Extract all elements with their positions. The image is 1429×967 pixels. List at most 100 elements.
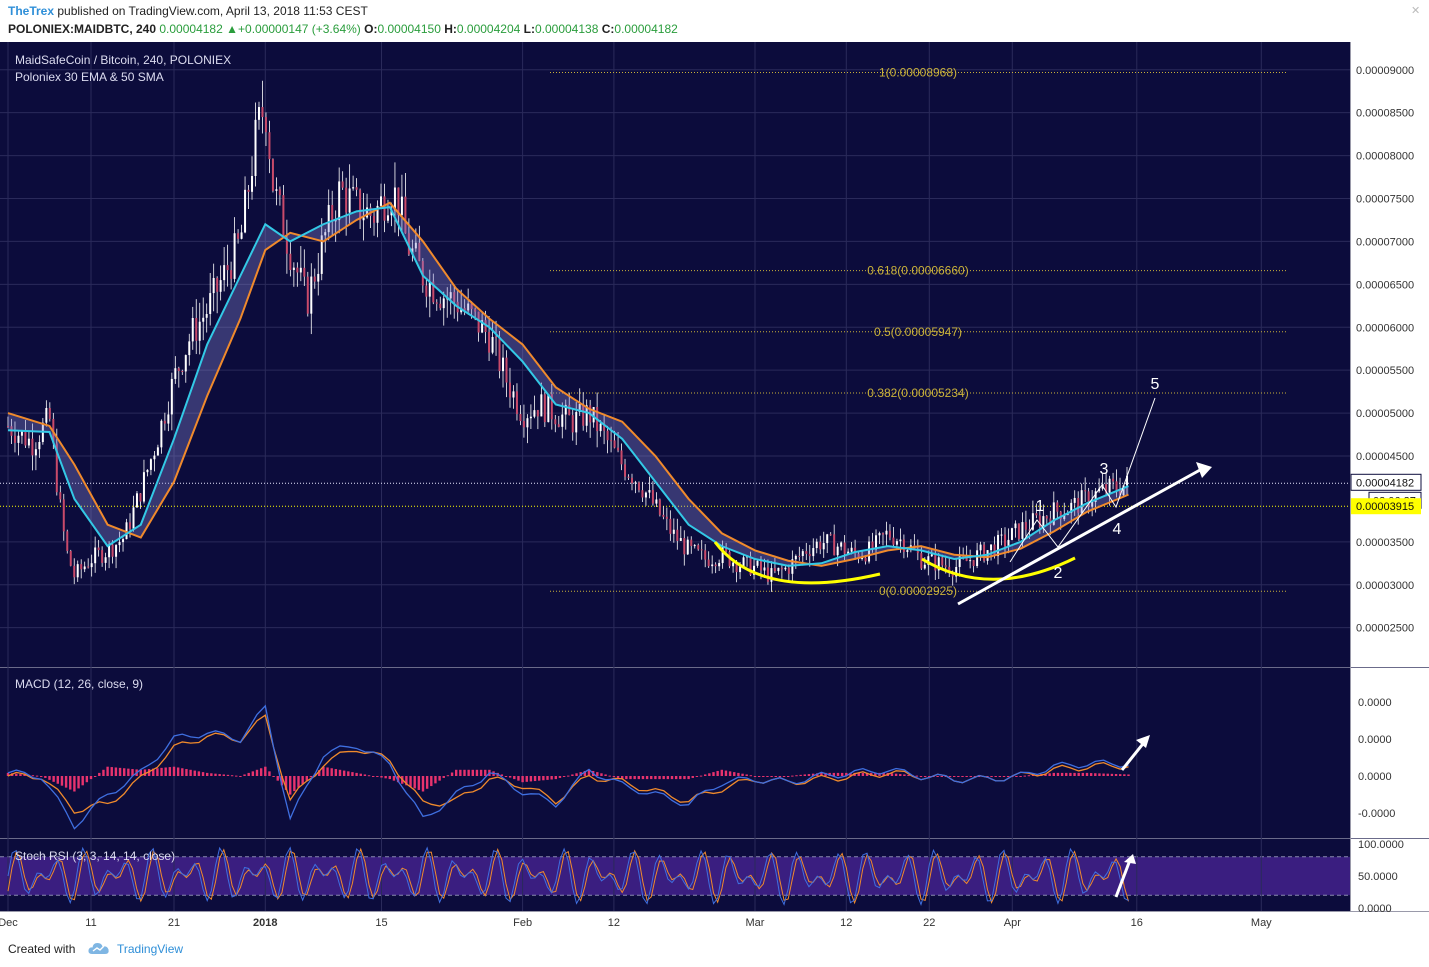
- candle-body[interactable]: [432, 281, 435, 303]
- candle-body[interactable]: [495, 336, 498, 338]
- candle-body[interactable]: [66, 531, 69, 551]
- candle-body[interactable]: [139, 493, 142, 502]
- candle-body[interactable]: [38, 441, 41, 450]
- candle-body[interactable]: [212, 277, 215, 294]
- stoch-k-line[interactable]: [7, 846, 1129, 906]
- candle-body[interactable]: [718, 563, 721, 567]
- candle-body[interactable]: [362, 217, 365, 221]
- candle-body[interactable]: [955, 566, 958, 577]
- candle-body[interactable]: [202, 317, 205, 322]
- candle-body[interactable]: [181, 370, 184, 372]
- candle-body[interactable]: [805, 551, 808, 554]
- stoch-series[interactable]: [7, 846, 1129, 906]
- trend-arrow-line[interactable]: [957, 468, 1201, 606]
- candle-body[interactable]: [871, 541, 874, 550]
- candle-body[interactable]: [331, 204, 334, 222]
- candle-body[interactable]: [958, 556, 961, 567]
- candle-body[interactable]: [895, 541, 898, 545]
- candle-body[interactable]: [951, 573, 954, 577]
- candle-body[interactable]: [658, 499, 661, 515]
- candle-body[interactable]: [679, 538, 682, 541]
- candle-body[interactable]: [850, 547, 853, 552]
- candle-body[interactable]: [1105, 484, 1108, 493]
- candle-body[interactable]: [1094, 491, 1097, 503]
- candle-body[interactable]: [376, 205, 379, 223]
- candle-body[interactable]: [669, 518, 672, 534]
- candle-body[interactable]: [393, 187, 396, 211]
- candle-body[interactable]: [470, 303, 473, 310]
- candle-body[interactable]: [620, 450, 623, 465]
- candle-body[interactable]: [209, 293, 212, 314]
- candle-body[interactable]: [34, 449, 37, 456]
- candle-body[interactable]: [7, 425, 9, 427]
- candle-body[interactable]: [624, 464, 627, 477]
- candle-body[interactable]: [355, 187, 358, 190]
- candle-body[interactable]: [526, 418, 529, 428]
- candle-body[interactable]: [324, 232, 327, 236]
- candle-body[interactable]: [1059, 511, 1062, 520]
- candle-body[interactable]: [407, 233, 410, 255]
- candle-body[interactable]: [732, 562, 735, 567]
- candle-body[interactable]: [167, 414, 170, 424]
- candle-body[interactable]: [223, 265, 226, 281]
- macd-line[interactable]: [7, 704, 1129, 830]
- candle-body[interactable]: [990, 544, 993, 551]
- candle-body[interactable]: [676, 529, 679, 541]
- candle-body[interactable]: [296, 267, 299, 273]
- candle-body[interactable]: [104, 557, 107, 563]
- candle-body[interactable]: [543, 394, 546, 423]
- candle-body[interactable]: [83, 566, 86, 570]
- candle-body[interactable]: [875, 535, 878, 550]
- close-icon[interactable]: ✕: [1411, 5, 1421, 17]
- candle-body[interactable]: [815, 541, 818, 549]
- candle-body[interactable]: [156, 447, 159, 456]
- candle-body[interactable]: [533, 410, 536, 417]
- candle-body[interactable]: [568, 404, 571, 416]
- candle-body[interactable]: [847, 551, 850, 554]
- candle-body[interactable]: [1087, 491, 1090, 507]
- candle-body[interactable]: [449, 292, 452, 299]
- candle-body[interactable]: [477, 311, 480, 333]
- candle-body[interactable]: [993, 544, 996, 557]
- candle-body[interactable]: [149, 459, 152, 470]
- candle-body[interactable]: [27, 438, 30, 446]
- candle-body[interactable]: [240, 232, 243, 239]
- candle-body[interactable]: [836, 546, 839, 556]
- tradingview-cloud-icon[interactable]: [88, 940, 110, 956]
- candle-body[interactable]: [400, 196, 403, 216]
- candle-body[interactable]: [191, 317, 194, 342]
- candle-body[interactable]: [453, 292, 456, 302]
- candle-body[interactable]: [937, 557, 940, 571]
- candle-body[interactable]: [498, 337, 501, 372]
- candle-body[interactable]: [808, 553, 811, 557]
- candle-body[interactable]: [610, 440, 613, 442]
- candle-body[interactable]: [564, 404, 567, 415]
- candle-body[interactable]: [31, 438, 34, 456]
- candle-body[interactable]: [237, 233, 240, 239]
- candle-body[interactable]: [749, 556, 752, 575]
- macd-arrow-line[interactable]: [1120, 739, 1148, 771]
- candle-body[interactable]: [1021, 522, 1024, 539]
- candle-body[interactable]: [1031, 513, 1034, 530]
- candle-body[interactable]: [753, 565, 756, 575]
- price-axis[interactable]: 0.00009000 0.00008500 0.00008000 0.00007500…: [1350, 65, 1422, 915]
- chart-canvas[interactable]: 1(0.00008968) 0.618(0.00006660) 0.5(0.0000…: [0, 42, 1429, 932]
- candle-body[interactable]: [481, 320, 484, 333]
- candle-body[interactable]: [327, 204, 330, 233]
- candle-body[interactable]: [1042, 516, 1045, 527]
- candle-body[interactable]: [1122, 485, 1125, 496]
- candle-body[interactable]: [317, 273, 320, 282]
- candle-body[interactable]: [508, 382, 511, 398]
- candle-body[interactable]: [683, 538, 686, 555]
- candle-body[interactable]: [174, 368, 177, 379]
- candle-body[interactable]: [819, 541, 822, 550]
- candle-body[interactable]: [983, 544, 986, 561]
- candle-body[interactable]: [759, 560, 762, 571]
- candle-body[interactable]: [163, 420, 166, 424]
- candle-body[interactable]: [766, 567, 769, 582]
- candle-body[interactable]: [275, 189, 278, 191]
- candle-body[interactable]: [278, 189, 281, 196]
- last-price-flag[interactable]: [1350, 473, 1422, 491]
- candle-body[interactable]: [1126, 475, 1129, 486]
- candle-body[interactable]: [87, 566, 90, 568]
